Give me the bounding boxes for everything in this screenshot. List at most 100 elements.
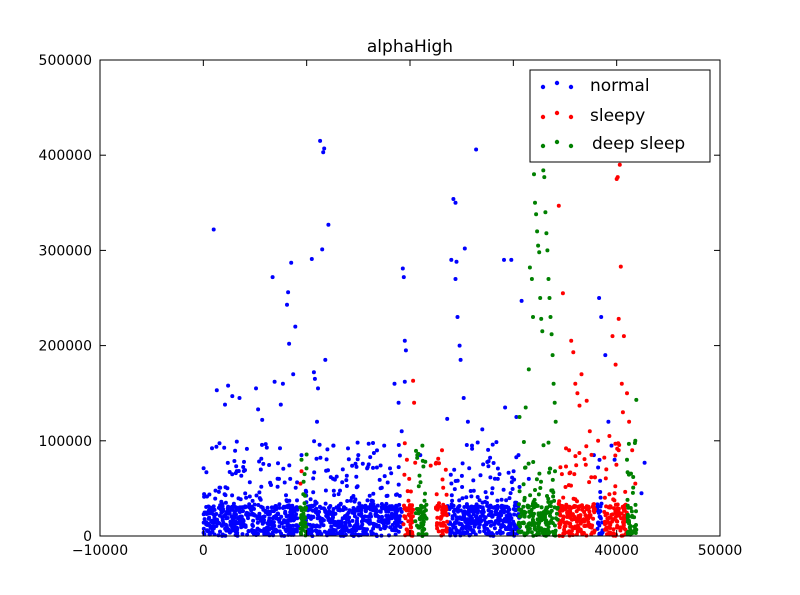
y-tick-label: 500000 bbox=[39, 53, 92, 69]
data-point bbox=[211, 504, 216, 509]
data-point bbox=[274, 516, 279, 521]
data-point bbox=[360, 461, 365, 466]
data-point bbox=[537, 471, 542, 476]
data-point bbox=[356, 505, 361, 510]
data-point bbox=[279, 531, 284, 536]
data-point bbox=[627, 525, 632, 530]
data-point bbox=[343, 520, 348, 525]
data-point bbox=[607, 505, 612, 510]
data-point bbox=[583, 513, 588, 518]
data-point bbox=[284, 493, 288, 498]
series-band-sleepy bbox=[401, 441, 416, 538]
data-point bbox=[573, 497, 578, 502]
data-point bbox=[433, 461, 438, 466]
data-point bbox=[234, 464, 239, 469]
data-point bbox=[606, 525, 611, 530]
data-point bbox=[291, 372, 296, 377]
data-point bbox=[401, 275, 406, 280]
data-point bbox=[281, 525, 286, 530]
data-point bbox=[538, 486, 543, 490]
data-point bbox=[244, 512, 249, 517]
data-point bbox=[378, 463, 383, 468]
data-point bbox=[473, 509, 478, 514]
data-point bbox=[421, 464, 426, 469]
data-point bbox=[389, 471, 394, 476]
data-point bbox=[312, 503, 317, 507]
data-point bbox=[211, 227, 216, 232]
data-point bbox=[420, 528, 425, 533]
data-point bbox=[397, 502, 402, 507]
data-point bbox=[625, 457, 629, 462]
data-point bbox=[206, 521, 211, 526]
data-point bbox=[522, 531, 527, 536]
data-point bbox=[567, 448, 572, 453]
data-point bbox=[424, 502, 429, 507]
data-point bbox=[400, 266, 405, 271]
data-point bbox=[260, 442, 264, 447]
data-point bbox=[267, 533, 272, 538]
data-point bbox=[304, 452, 309, 457]
data-point bbox=[457, 521, 462, 526]
data-point bbox=[275, 484, 280, 489]
data-point bbox=[367, 493, 372, 498]
data-point bbox=[603, 353, 608, 358]
data-point bbox=[397, 453, 402, 458]
legend-marker bbox=[540, 143, 546, 149]
data-point bbox=[511, 527, 516, 532]
data-point bbox=[436, 456, 441, 461]
data-point bbox=[468, 521, 473, 526]
data-point bbox=[474, 521, 479, 526]
data-point bbox=[599, 531, 604, 536]
data-point bbox=[412, 400, 417, 405]
data-point bbox=[338, 508, 343, 513]
y-tick-label: 200000 bbox=[39, 339, 92, 355]
data-point bbox=[587, 513, 592, 518]
data-point bbox=[527, 526, 532, 531]
data-point bbox=[495, 498, 500, 503]
data-point bbox=[545, 248, 550, 253]
data-point bbox=[413, 460, 418, 465]
data-point bbox=[304, 489, 309, 494]
data-point bbox=[507, 496, 512, 501]
data-point bbox=[517, 514, 522, 519]
data-point bbox=[519, 298, 524, 303]
data-point bbox=[448, 521, 453, 526]
legend-marker bbox=[554, 110, 560, 116]
data-point bbox=[569, 483, 573, 488]
x-tick-label: 40000 bbox=[594, 543, 639, 559]
data-point bbox=[457, 498, 462, 503]
data-point bbox=[633, 481, 638, 486]
data-point bbox=[576, 504, 581, 509]
data-point bbox=[201, 526, 206, 531]
data-point bbox=[470, 443, 474, 448]
data-point bbox=[269, 505, 274, 510]
data-point bbox=[232, 528, 236, 533]
data-point bbox=[613, 515, 618, 519]
data-point bbox=[567, 509, 572, 514]
data-point bbox=[540, 531, 545, 536]
data-point bbox=[448, 472, 453, 477]
data-point bbox=[277, 505, 282, 510]
data-point bbox=[346, 529, 351, 534]
data-point bbox=[434, 523, 439, 528]
data-point bbox=[544, 231, 549, 236]
data-point bbox=[243, 468, 247, 473]
data-point bbox=[254, 386, 258, 391]
data-point bbox=[612, 506, 616, 511]
data-point bbox=[602, 510, 607, 514]
data-point bbox=[619, 516, 624, 521]
legend-marker bbox=[540, 84, 546, 90]
data-point bbox=[542, 175, 547, 180]
data-point bbox=[218, 503, 223, 508]
data-point bbox=[394, 507, 399, 512]
data-point bbox=[469, 494, 474, 499]
data-point bbox=[353, 497, 358, 502]
data-point bbox=[541, 168, 546, 173]
data-point bbox=[548, 510, 553, 515]
data-point bbox=[633, 502, 638, 507]
data-point bbox=[597, 457, 602, 462]
x-tick-label: −10000 bbox=[72, 543, 128, 559]
data-point bbox=[385, 480, 390, 485]
data-point bbox=[383, 520, 388, 525]
data-point bbox=[550, 529, 555, 534]
